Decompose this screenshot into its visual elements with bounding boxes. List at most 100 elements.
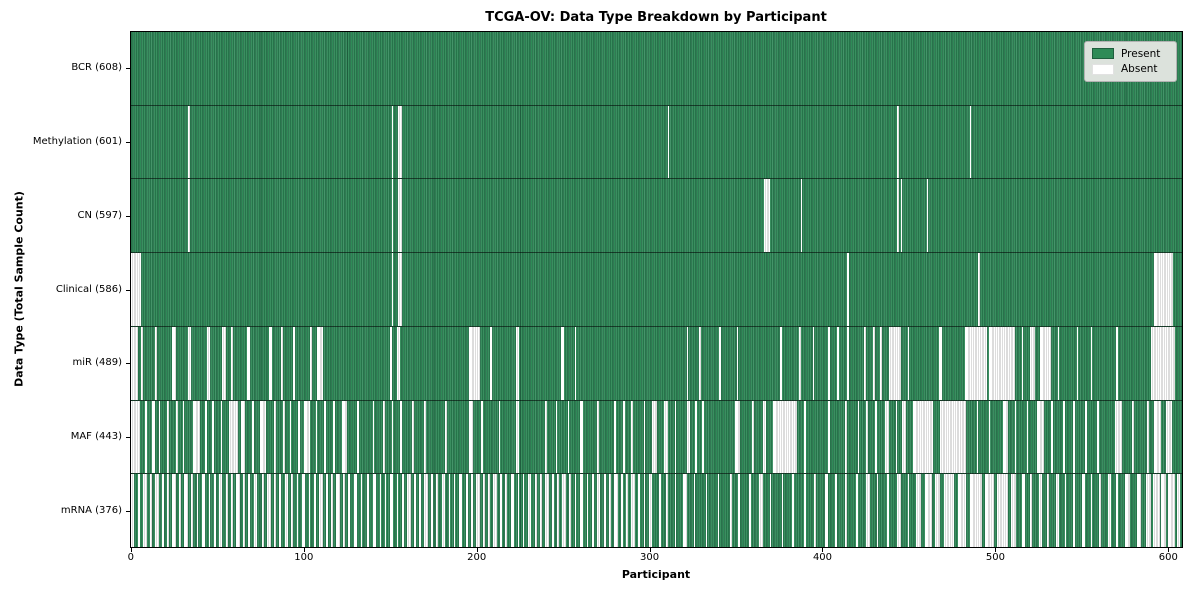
ytick-mark	[126, 511, 130, 513]
absent-span	[828, 326, 830, 400]
xtick-label-400: 400	[812, 552, 833, 563]
absent-span	[895, 400, 898, 474]
chart-title: TCGA-OV: Data Type Breakdown by Particip…	[485, 10, 827, 25]
absent-span	[343, 474, 345, 548]
absent-span	[874, 400, 877, 474]
absent-span	[175, 400, 178, 474]
absent-span	[907, 326, 910, 400]
absent-span	[845, 400, 848, 474]
absent-span	[196, 474, 199, 548]
xtick-label-100: 100	[294, 552, 314, 563]
absent-span	[505, 474, 508, 548]
absent-span	[779, 326, 782, 400]
absent-span	[515, 326, 520, 400]
absent-span	[155, 474, 159, 548]
heatmap-row-cn	[131, 178, 1182, 253]
absent-span	[957, 474, 967, 548]
absent-span	[522, 474, 525, 548]
absent-span	[212, 400, 214, 474]
absent-span	[897, 179, 899, 253]
absent-span	[873, 326, 875, 400]
absent-span	[847, 326, 849, 400]
legend: Present Absent	[1084, 41, 1177, 82]
absent-span	[791, 474, 794, 548]
absent-span	[912, 400, 934, 474]
absent-span	[1131, 400, 1134, 474]
absent-span	[717, 474, 720, 548]
absent-span	[643, 400, 646, 474]
absent-span	[488, 474, 490, 548]
absent-span	[248, 474, 251, 548]
absent-span	[384, 474, 387, 548]
absent-span	[964, 326, 987, 400]
plot-area	[130, 31, 1183, 548]
ytick-label-bcr: BCR (608)	[71, 61, 122, 73]
absent-span	[282, 400, 285, 474]
absent-span	[360, 474, 363, 548]
absent-span	[888, 326, 901, 400]
absent-span	[1166, 400, 1172, 474]
xtick-label-300: 300	[640, 552, 660, 563]
absent-span	[431, 474, 433, 548]
absent-span	[686, 400, 691, 474]
ytick-mark	[126, 437, 130, 439]
absent-span	[424, 474, 428, 548]
absent-span	[609, 474, 611, 548]
absent-span	[400, 400, 402, 474]
absent-span	[458, 474, 463, 548]
absent-span	[569, 474, 572, 548]
absent-span	[158, 400, 161, 474]
absent-span	[1154, 253, 1174, 326]
absent-span	[1147, 400, 1150, 474]
absent-span	[622, 400, 625, 474]
absent-span	[379, 474, 382, 548]
absent-span	[225, 474, 228, 548]
absent-span	[1125, 474, 1131, 548]
absent-span	[206, 326, 211, 400]
absent-span	[667, 105, 670, 179]
absent-span	[407, 474, 411, 548]
absent-span	[389, 474, 394, 548]
absent-span	[500, 474, 503, 548]
absent-span	[997, 474, 1008, 548]
absent-span	[187, 326, 192, 400]
absent-span	[705, 474, 708, 548]
absent-span	[574, 326, 577, 400]
absent-span	[969, 105, 972, 179]
absent-span	[864, 326, 867, 400]
absent-span	[267, 474, 271, 548]
absent-span	[348, 474, 351, 548]
absent-span	[897, 474, 901, 548]
absent-span	[659, 474, 661, 548]
absent-span	[231, 326, 233, 400]
absent-span	[879, 326, 882, 400]
absent-span	[835, 474, 837, 548]
absent-span	[1152, 474, 1160, 548]
absent-span	[614, 474, 618, 548]
absent-span	[336, 474, 340, 548]
absent-span	[326, 474, 328, 548]
absent-span	[289, 400, 292, 474]
absent-span	[396, 326, 401, 400]
absent-span	[341, 400, 347, 474]
absent-span	[652, 400, 658, 474]
absent-span	[291, 474, 294, 548]
absent-span	[167, 400, 169, 474]
absent-span	[303, 400, 311, 474]
absent-span	[213, 474, 216, 548]
absent-span	[976, 400, 979, 474]
absent-span	[1014, 400, 1017, 474]
absent-span	[935, 474, 941, 548]
absent-span	[674, 474, 677, 548]
absent-span	[1090, 474, 1093, 548]
absent-span	[308, 474, 311, 548]
xtick-mark	[995, 548, 997, 552]
absent-span	[621, 474, 623, 548]
absent-span	[902, 400, 906, 474]
absent-span	[353, 474, 358, 548]
absent-span	[579, 474, 584, 548]
absent-span	[1021, 326, 1024, 400]
absent-span	[762, 400, 767, 474]
absent-span	[985, 474, 994, 548]
absent-span	[748, 474, 751, 548]
